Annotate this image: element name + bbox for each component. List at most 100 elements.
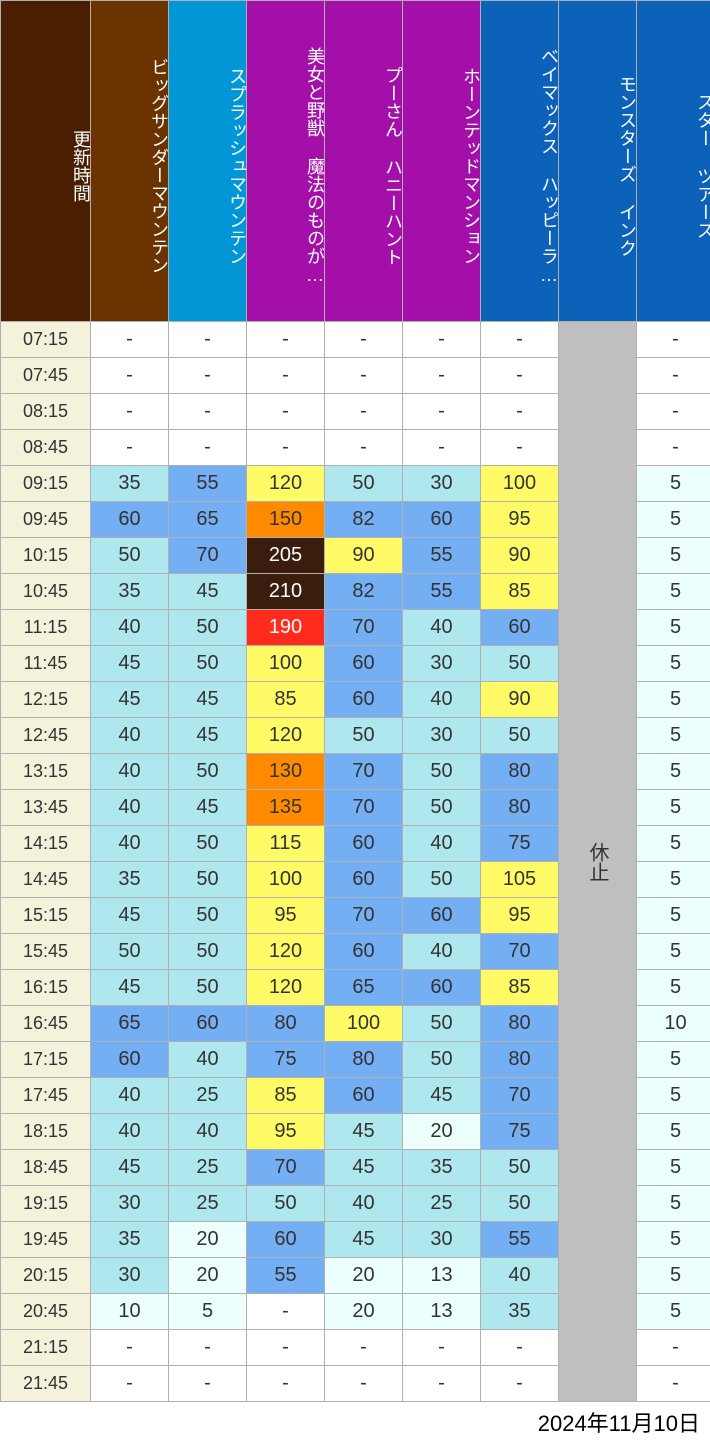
wait-cell: - [637,430,710,466]
wait-cell: 30 [91,1186,169,1222]
wait-cell: - [325,430,403,466]
wait-cell: 10 [91,1294,169,1330]
wait-cell: - [481,1366,559,1402]
wait-cell: 5 [637,790,710,826]
wait-cell: 50 [169,934,247,970]
time-cell: 08:15 [1,394,91,430]
wait-cell: 80 [481,754,559,790]
wait-cell: 70 [325,754,403,790]
wait-cell: 40 [403,934,481,970]
wait-cell: 65 [325,970,403,1006]
wait-cell: 205 [247,538,325,574]
wait-cell: 5 [637,862,710,898]
wait-cell: 45 [169,682,247,718]
wait-cell: 45 [325,1150,403,1186]
wait-cell: 60 [325,1078,403,1114]
time-cell: 11:45 [1,646,91,682]
wait-cell: 40 [169,1042,247,1078]
wait-cell: 60 [403,502,481,538]
wait-cell: 50 [169,610,247,646]
wait-cell: 10 [637,1006,710,1042]
wait-cell: 50 [91,538,169,574]
wait-cell: 55 [403,574,481,610]
wait-cell: 55 [247,1258,325,1294]
wait-cell: 60 [91,1042,169,1078]
wait-cell: 70 [169,538,247,574]
wait-cell: 30 [91,1258,169,1294]
wait-cell: 50 [169,826,247,862]
wait-cell: 35 [91,1222,169,1258]
wait-cell: - [403,1330,481,1366]
wait-cell: 40 [91,1078,169,1114]
wait-cell: - [325,322,403,358]
wait-cell: - [247,322,325,358]
time-cell: 18:15 [1,1114,91,1150]
wait-cell: 65 [91,1006,169,1042]
wait-cell: 50 [325,466,403,502]
time-cell: 17:15 [1,1042,91,1078]
wait-cell: 60 [325,862,403,898]
wait-cell: - [481,394,559,430]
time-cell: 17:45 [1,1078,91,1114]
time-cell: 16:45 [1,1006,91,1042]
wait-cell: 45 [91,1150,169,1186]
time-cell: 14:15 [1,826,91,862]
wait-cell: 80 [247,1006,325,1042]
wait-cell: 5 [637,754,710,790]
wait-cell: 70 [247,1150,325,1186]
wait-cell: 65 [169,502,247,538]
wait-cell: 60 [325,826,403,862]
wait-time-table: 更新時間ビッグサンダーマウンテンスプラッシュマウンテン美女と野獣 魔法のものが…… [0,0,710,1402]
wait-cell: 45 [325,1222,403,1258]
wait-cell: 50 [481,718,559,754]
wait-cell: 90 [481,682,559,718]
wait-cell: - [247,1294,325,1330]
wait-cell: 45 [91,682,169,718]
wait-cell: 50 [403,1042,481,1078]
wait-cell: - [169,322,247,358]
ride-header-star_tours: スター ツアーズ [637,1,710,322]
time-cell: 07:45 [1,358,91,394]
wait-cell: - [91,394,169,430]
wait-cell: 5 [637,574,710,610]
wait-cell: 60 [325,646,403,682]
wait-cell: 5 [637,1258,710,1294]
wait-cell: 5 [637,466,710,502]
wait-cell: 5 [637,1114,710,1150]
wait-cell: 100 [247,646,325,682]
wait-cell: 70 [481,1078,559,1114]
ride-header-baymax: ベイマックス ハッピーラ… [481,1,559,322]
wait-cell: 60 [403,970,481,1006]
wait-cell: 120 [247,970,325,1006]
wait-cell: 50 [169,754,247,790]
wait-cell: 25 [169,1186,247,1222]
time-cell: 12:45 [1,718,91,754]
ride-header-monsters: モンスターズ インク [559,1,637,322]
wait-cell: - [325,1366,403,1402]
wait-cell: 50 [169,646,247,682]
time-cell: 21:45 [1,1366,91,1402]
wait-cell: 120 [247,466,325,502]
wait-cell: 85 [247,1078,325,1114]
wait-cell: 95 [481,898,559,934]
wait-cell: - [637,394,710,430]
wait-cell: 40 [91,790,169,826]
wait-cell: 30 [403,718,481,754]
wait-cell: 210 [247,574,325,610]
wait-cell: - [325,1330,403,1366]
date-label: 2024年11月10日 [0,1402,710,1448]
time-cell: 18:45 [1,1150,91,1186]
wait-cell: 5 [637,1150,710,1186]
wait-cell: 35 [403,1150,481,1186]
time-cell: 08:45 [1,430,91,466]
wait-cell: 5 [637,1222,710,1258]
wait-cell: 45 [169,574,247,610]
wait-cell: 30 [403,466,481,502]
wait-cell: - [169,394,247,430]
wait-cell: - [91,358,169,394]
wait-cell: 5 [637,970,710,1006]
wait-cell: 82 [325,574,403,610]
wait-cell: - [247,1366,325,1402]
wait-cell: 45 [169,718,247,754]
wait-cell: 50 [403,754,481,790]
